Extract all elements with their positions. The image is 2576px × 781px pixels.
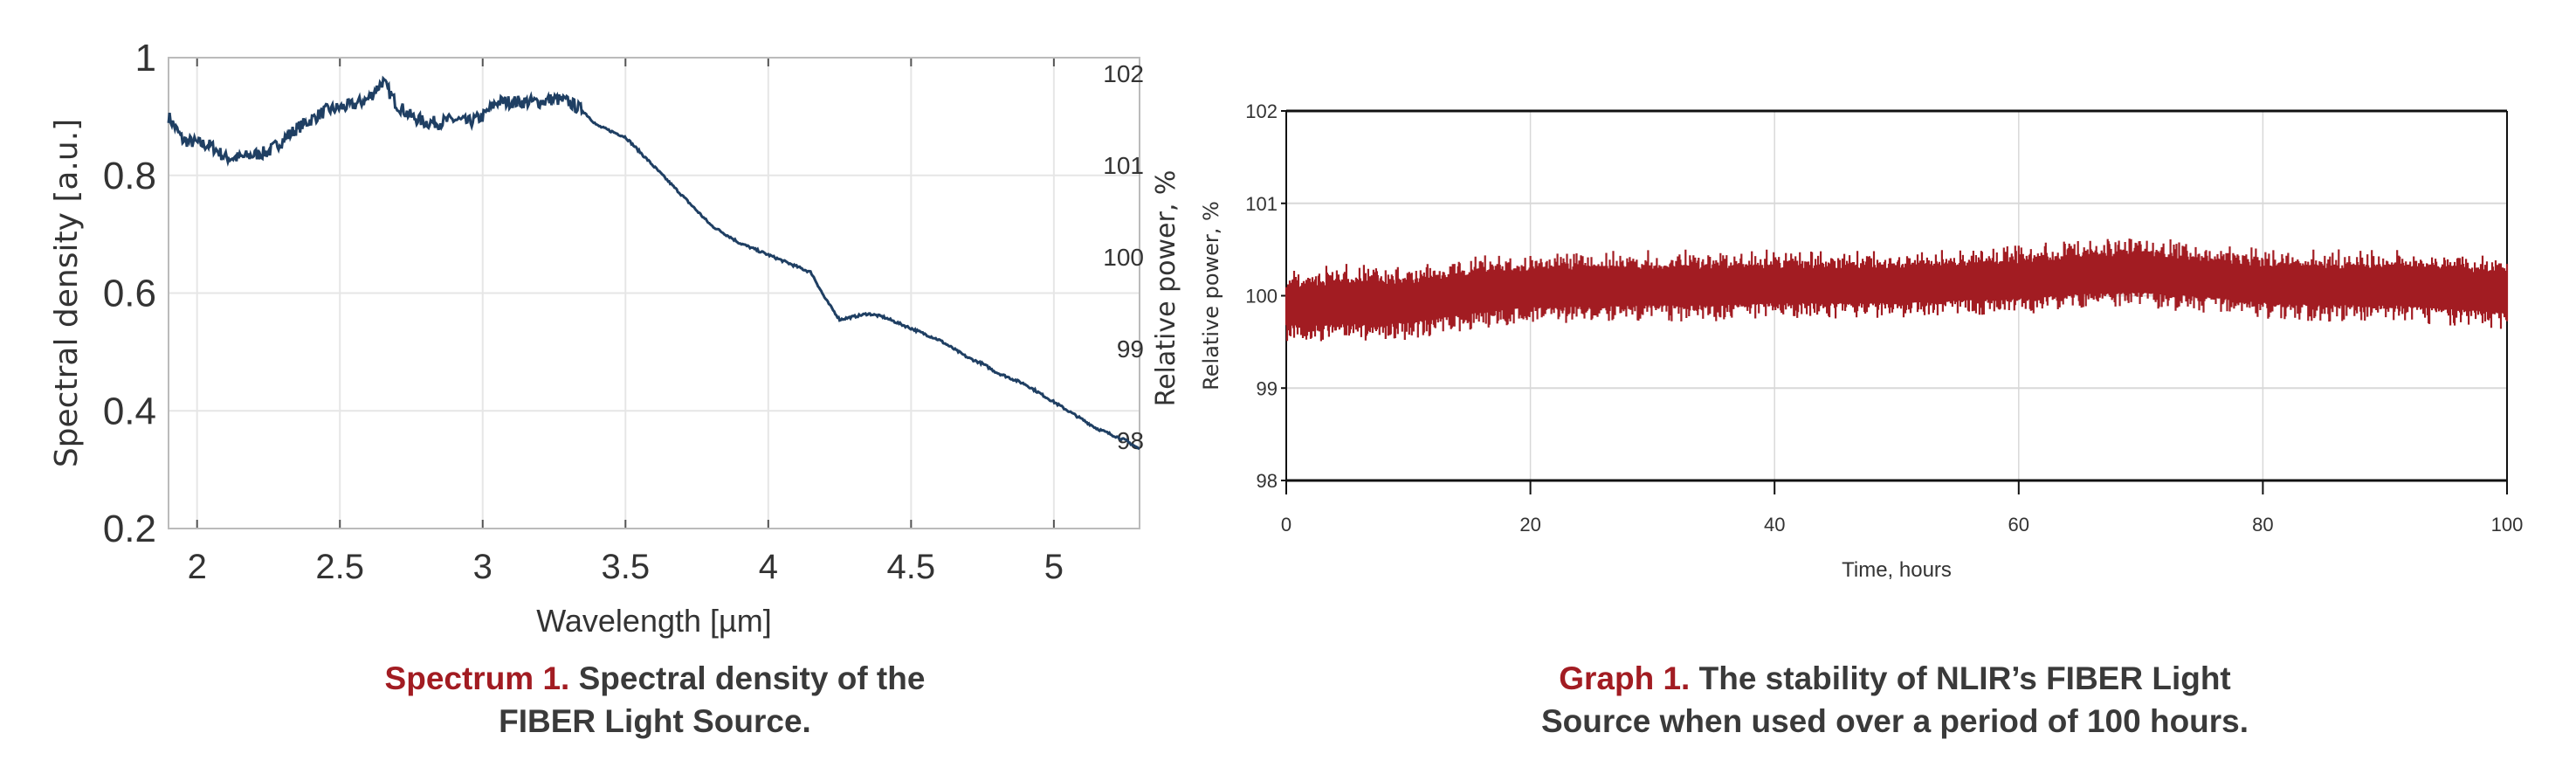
caption-lead: Graph 1. bbox=[1559, 660, 1691, 696]
y-axis-label: Relative power, % bbox=[1199, 201, 1223, 390]
graph-caption: Graph 1. The stability of NLIR’s FIBER L… bbox=[1415, 657, 2375, 743]
caption-text: FIBER Light Source. bbox=[499, 703, 811, 739]
ghost-right-tick-label: 99 bbox=[1117, 335, 1144, 363]
caption-text: Spectral density of the bbox=[578, 660, 926, 696]
x-tick-label: 3.5 bbox=[601, 548, 650, 586]
x-tick-label: 80 bbox=[2252, 514, 2273, 536]
ghost-right-tick-label: 100 bbox=[1103, 244, 1144, 271]
x-tick-label: 100 bbox=[2491, 514, 2524, 536]
x-tick-label: 20 bbox=[1519, 514, 1540, 536]
spectrum-line bbox=[167, 75, 1140, 450]
x-tick-label: 2.5 bbox=[315, 548, 364, 586]
y-tick-label: 102 bbox=[1245, 100, 1278, 122]
y-tick-label: 0.4 bbox=[103, 390, 156, 432]
x-tick-label: 4 bbox=[759, 548, 778, 586]
x-tick-label: 4.5 bbox=[887, 548, 936, 586]
y-tick-label: 100 bbox=[1245, 286, 1278, 308]
x-tick-label: 0 bbox=[1281, 514, 1291, 536]
y-tick-label: 1 bbox=[135, 37, 156, 79]
spectrum-caption: Spectrum 1. Spectral density of the FIBE… bbox=[218, 657, 1092, 743]
power-trace bbox=[1285, 238, 2509, 342]
x-tick-label: 2 bbox=[188, 548, 207, 586]
y-tick-label: 0.2 bbox=[103, 508, 156, 550]
ghost-right-tick-label: 102 bbox=[1103, 60, 1144, 87]
x-tick-label: 60 bbox=[2008, 514, 2029, 536]
caption-text: The stability of NLIR’s FIBER Light bbox=[1698, 660, 2231, 696]
y-tick-label: 98 bbox=[1257, 470, 1278, 492]
y-tick-label: 99 bbox=[1257, 377, 1278, 399]
x-tick-label: 40 bbox=[1764, 514, 1785, 536]
caption-lead: Spectrum 1. bbox=[384, 660, 570, 696]
plot-frame bbox=[168, 57, 1140, 529]
ghost-right-tick-label: 101 bbox=[1103, 152, 1144, 179]
x-tick-label: 5 bbox=[1044, 548, 1064, 586]
ghost-right-axis-label: Relative power, % bbox=[1151, 170, 1181, 407]
x-tick-label: 3 bbox=[473, 548, 492, 586]
x-axis-label: Time, hours bbox=[1842, 558, 1952, 582]
y-tick-label: 0.6 bbox=[103, 273, 156, 315]
y-axis-label: Spectral density [a.u.] bbox=[49, 119, 85, 467]
x-axis-label: Wavelength [µm] bbox=[536, 603, 772, 639]
y-tick-label: 101 bbox=[1245, 193, 1278, 215]
caption-text: Source when used over a period of 100 ho… bbox=[1540, 703, 2249, 739]
y-tick-label: 0.8 bbox=[103, 155, 156, 197]
